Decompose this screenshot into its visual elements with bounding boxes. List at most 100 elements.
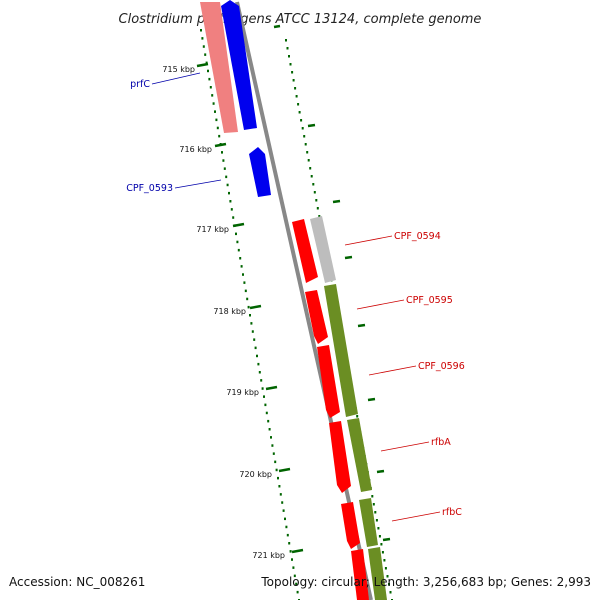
inner-tick-dot (282, 509, 285, 512)
inner-tick-dot (205, 61, 208, 65)
inner-tick-dot (281, 501, 284, 504)
outer-tick-dot (372, 503, 375, 506)
gene-rfbA[interactable] (329, 421, 351, 493)
inner-tick-dot (274, 460, 277, 464)
inner-tick-dot (250, 322, 253, 325)
gene-labels: prfC CPF_0593 CPF_0594 CPF_0595 CPF_0596… (126, 72, 465, 522)
outer-tick-dot (386, 575, 389, 578)
inner-tick-dot (223, 167, 226, 170)
outer-tick-dot (306, 151, 309, 154)
gene-CPF_0594-a[interactable] (292, 219, 318, 283)
label-prfC[interactable]: prfC (130, 79, 150, 90)
inner-tick-dot (268, 428, 271, 431)
outer-tick-dot (312, 183, 315, 186)
inner-tick-dot (237, 248, 240, 252)
inner-tick-dot (291, 558, 293, 561)
genome-backbone (235, 1, 373, 600)
tick-label-716: 716 kbp (179, 145, 212, 154)
inner-tick-dot (221, 151, 223, 154)
outer-tick-dot (286, 47, 289, 50)
inner-tick-dot (251, 330, 254, 333)
inner-tick-dot (253, 338, 256, 341)
outer-tick-dot (318, 215, 321, 218)
gene-rfbC-a[interactable] (341, 502, 360, 549)
outer-tick-dot (298, 111, 301, 114)
inner-tick-dot (242, 273, 244, 276)
outer-tick-dot (381, 551, 384, 554)
inner-tick-dot (286, 533, 289, 537)
outer-tick-dot (383, 559, 386, 562)
inner-tick-dot (218, 134, 221, 138)
gene-CPF_0594-b[interactable] (310, 216, 336, 283)
inner-tick-dot (277, 476, 279, 480)
gene-CPF_0596[interactable] (317, 345, 340, 418)
inner-tick-dot (288, 542, 291, 545)
inner-tick-dot (285, 525, 288, 529)
outer-tick-dot (377, 527, 380, 530)
inner-tick-dot (247, 305, 250, 309)
gene-rfbA-b[interactable] (347, 418, 372, 492)
outer-tick-dot (371, 495, 374, 498)
inner-tick-dot (293, 574, 296, 578)
inner-tick-dot (230, 208, 233, 211)
inner-tick-dot (261, 387, 264, 390)
inner-tick-dot (254, 346, 257, 350)
outer-tick-dot (303, 135, 306, 138)
gene-bottom-red[interactable] (351, 549, 369, 600)
inner-tick-dot (214, 110, 216, 113)
outer-tick-dot (307, 159, 310, 162)
topology-text: Topology: circular; Length: 3,256,683 bp… (260, 575, 591, 589)
label-CPF_0593[interactable]: CPF_0593 (126, 183, 173, 194)
outer-tick-dot (289, 63, 292, 66)
outer-tick-dot (375, 519, 378, 522)
inner-tick-dot (229, 200, 232, 203)
inner-tick-dot (270, 436, 272, 439)
gene-rfbC-b[interactable] (359, 498, 378, 547)
inner-tick-dot (207, 69, 209, 73)
inner-tick-dot (222, 159, 225, 162)
inner-tick-dot (228, 191, 230, 195)
inner-tick-dot (212, 102, 215, 105)
inner-tick-dot (246, 297, 249, 301)
inner-tick-dot (271, 444, 274, 447)
gene-CPF_0595-b[interactable] (324, 284, 358, 417)
outer-tick-dot (313, 191, 316, 194)
gene-prfC[interactable] (221, 0, 257, 130)
gene-bottom-olive[interactable] (368, 547, 387, 600)
label-rfbA[interactable]: rfbA (431, 437, 451, 448)
outer-tick-dot (300, 119, 303, 122)
gene-CPF_0593[interactable] (249, 147, 271, 197)
outer-tick-dot (316, 207, 319, 210)
inner-tick-dot (278, 485, 281, 488)
inner-tick-dot (204, 53, 207, 56)
inner-tick-dot (202, 45, 205, 48)
inner-tick-dot (215, 118, 218, 122)
inner-tick-dot (275, 468, 278, 472)
outer-tick-dot (294, 87, 297, 90)
label-CPF_0594[interactable]: CPF_0594 (394, 231, 441, 242)
inner-tick-dot (225, 175, 228, 179)
outer-major-ticks (273, 24, 391, 542)
tick-label-721: 721 kbp (252, 551, 285, 560)
inner-tick-dot (258, 371, 261, 374)
inner-tick-dot (267, 419, 270, 423)
label-rfbC[interactable]: rfbC (442, 507, 462, 518)
inner-tick-dot (260, 379, 263, 382)
label-CPF_0595[interactable]: CPF_0595 (406, 295, 453, 306)
inner-tick-dot (232, 216, 235, 219)
label-CPF_0596[interactable]: CPF_0596 (418, 361, 465, 372)
inner-tick-dot (257, 362, 260, 366)
inner-tick-dot (264, 403, 267, 407)
outer-tick-dot (285, 39, 287, 42)
outer-tick-dot (310, 175, 313, 178)
gene-CPF_0595-a[interactable] (305, 290, 328, 344)
inner-tick-dot (263, 395, 265, 398)
inner-tick-dot (211, 94, 214, 97)
gene-pink-1[interactable] (200, 2, 238, 133)
inner-tick-dot (209, 86, 212, 89)
accession-text: Accession: NC_008261 (9, 575, 145, 589)
inner-tick-dot (279, 493, 282, 496)
outer-tick-dot (384, 567, 387, 570)
outer-tick-dot (301, 127, 304, 130)
